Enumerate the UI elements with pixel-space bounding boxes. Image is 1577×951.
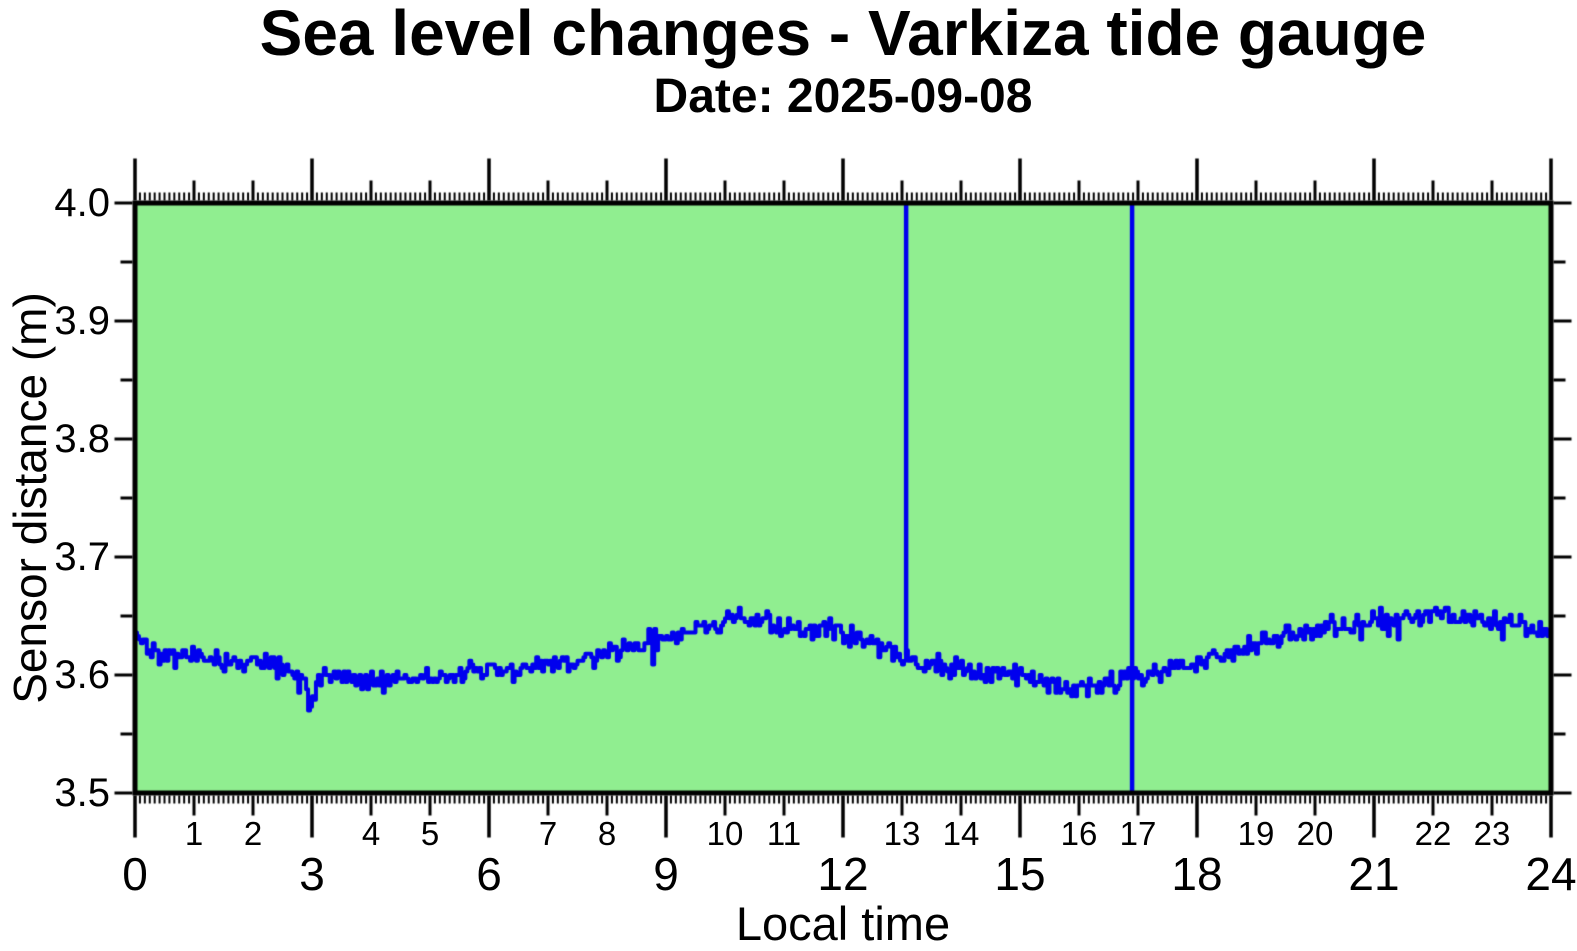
- x-axis-hour-tick-label: 14: [942, 815, 980, 852]
- x-axis-hour-tick-label: 19: [1237, 815, 1275, 852]
- x-axis-3hour-tick-label: 6: [476, 848, 502, 900]
- x-axis-hour-tick-label: 7: [538, 815, 558, 852]
- x-axis-hour-tick-label: 1: [184, 815, 204, 852]
- x-axis-3hour-tick-label: 0: [122, 848, 148, 900]
- x-axis-hour-tick-label: 2: [243, 815, 263, 852]
- x-axis-hour-tick-label: 4: [361, 815, 381, 852]
- x-axis-3hour-tick-label: 9: [653, 848, 679, 900]
- x-axis-3hour-tick-label: 15: [994, 848, 1046, 900]
- x-axis-hour-tick-label: 23: [1473, 815, 1511, 852]
- x-axis-3hour-tick-label: 12: [817, 848, 869, 900]
- x-axis-title: Local time: [735, 897, 951, 950]
- y-axis-tick-label: 3.7: [54, 535, 110, 579]
- y-axis-tick-label: 3.8: [54, 417, 110, 461]
- x-axis-3hour-tick-label: 21: [1348, 848, 1400, 900]
- y-axis-tick-label: 3.9: [54, 299, 110, 343]
- x-axis-hour-tick-label: 16: [1060, 815, 1098, 852]
- x-axis-3hour-tick-label: 24: [1525, 848, 1577, 900]
- x-axis-3hour-tick-label: 18: [1171, 848, 1223, 900]
- x-axis-hour-tick-label: 5: [420, 815, 440, 852]
- x-axis-hour-tick-label: 8: [597, 815, 617, 852]
- x-axis-hour-tick-label: 20: [1296, 815, 1334, 852]
- y-axis-tick-label: 4.0: [54, 181, 110, 225]
- x-axis-hour-tick-label: 17: [1119, 815, 1157, 852]
- y-axis-title: Sensor distance (m): [4, 292, 56, 704]
- x-axis-hour-tick-label: 22: [1414, 815, 1452, 852]
- y-axis-tick-label: 3.5: [54, 771, 110, 815]
- x-axis-hour-tick-label: 11: [766, 815, 802, 852]
- y-axis-tick-label: 3.6: [54, 653, 110, 697]
- x-axis-hour-tick-label: 10: [706, 815, 744, 852]
- x-axis-3hour-tick-label: 3: [299, 848, 325, 900]
- x-axis-hour-tick-label: 13: [883, 815, 921, 852]
